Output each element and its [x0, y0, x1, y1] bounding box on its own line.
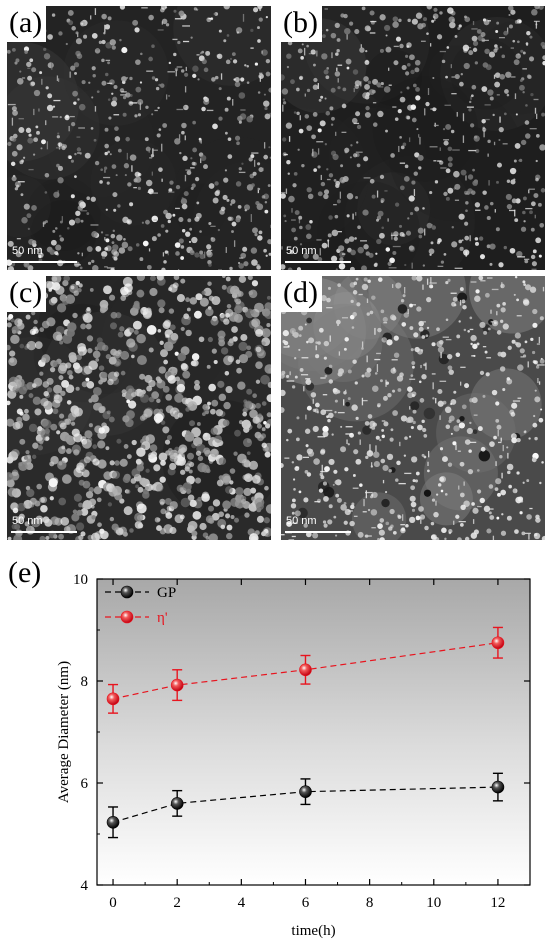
diameter-chart: (e) 0 2 4 6 8 10 12 4 6 8 10 time(h) Average Diamete…	[0, 550, 550, 945]
tem-image-d: (d) 50 nm	[281, 276, 545, 540]
scale-bar-d: 50 nm	[285, 515, 351, 535]
data-point	[299, 664, 311, 676]
y-tick-label: 10	[73, 572, 88, 588]
x-axis-label: time(h)	[291, 923, 335, 939]
tem-texture-b	[281, 6, 545, 270]
x-tick-label: 12	[490, 895, 505, 911]
data-point	[107, 693, 119, 705]
scale-bar-text-b: 50 nm	[286, 245, 317, 258]
panel-label-a: (a)	[7, 6, 46, 42]
x-tick-label: 6	[302, 895, 310, 911]
legend-label: GP	[157, 585, 176, 601]
chart-plot-area: 0 2 4 6 8 10 12 4 6 8 10 time(h) Average Diameter (n…	[0, 550, 550, 945]
scale-bar-c: 50 nm	[11, 515, 77, 535]
data-point	[299, 786, 311, 798]
x-tick-label: 10	[426, 895, 441, 911]
scale-bar-a: 50 nm	[11, 245, 77, 265]
x-tick-label: 2	[173, 895, 181, 911]
y-tick-label: 6	[81, 776, 89, 792]
scale-bar-line-d	[285, 531, 351, 533]
panel-label-d: (d)	[281, 276, 322, 312]
legend-marker	[121, 586, 133, 598]
data-point	[171, 797, 183, 809]
tem-texture-d	[281, 276, 545, 540]
x-tick-label: 4	[238, 895, 246, 911]
scale-bar-b: 50 nm	[285, 245, 351, 265]
tem-image-c: (c) 50 nm	[7, 276, 271, 540]
tem-image-b: (b) 50 nm	[281, 6, 545, 270]
data-point	[171, 679, 183, 691]
panel-label-c: (c)	[7, 276, 46, 312]
panel-label-e: (e)	[8, 556, 41, 590]
panel-label-b: (b)	[281, 6, 322, 42]
data-point	[492, 781, 504, 793]
scale-bar-line-a	[11, 261, 77, 263]
scale-bar-text-c: 50 nm	[12, 515, 43, 528]
y-axis-label: Average Diameter (nm)	[56, 661, 72, 803]
x-tick-label: 8	[366, 895, 374, 911]
scale-bar-line-b	[285, 261, 351, 263]
data-point	[492, 637, 504, 649]
x-tick-label: 0	[109, 895, 117, 911]
scale-bar-line-c	[11, 531, 77, 533]
tem-texture-a	[7, 6, 271, 270]
tem-image-a: (a) 50 nm	[7, 6, 271, 270]
legend-label: η'	[157, 610, 168, 626]
y-tick-label: 8	[81, 674, 89, 690]
y-tick-label: 4	[81, 878, 89, 894]
scale-bar-text-a: 50 nm	[12, 245, 43, 258]
scale-bar-text-d: 50 nm	[286, 515, 317, 528]
tem-texture-c	[7, 276, 271, 540]
legend-marker	[121, 611, 133, 623]
data-point	[107, 816, 119, 828]
